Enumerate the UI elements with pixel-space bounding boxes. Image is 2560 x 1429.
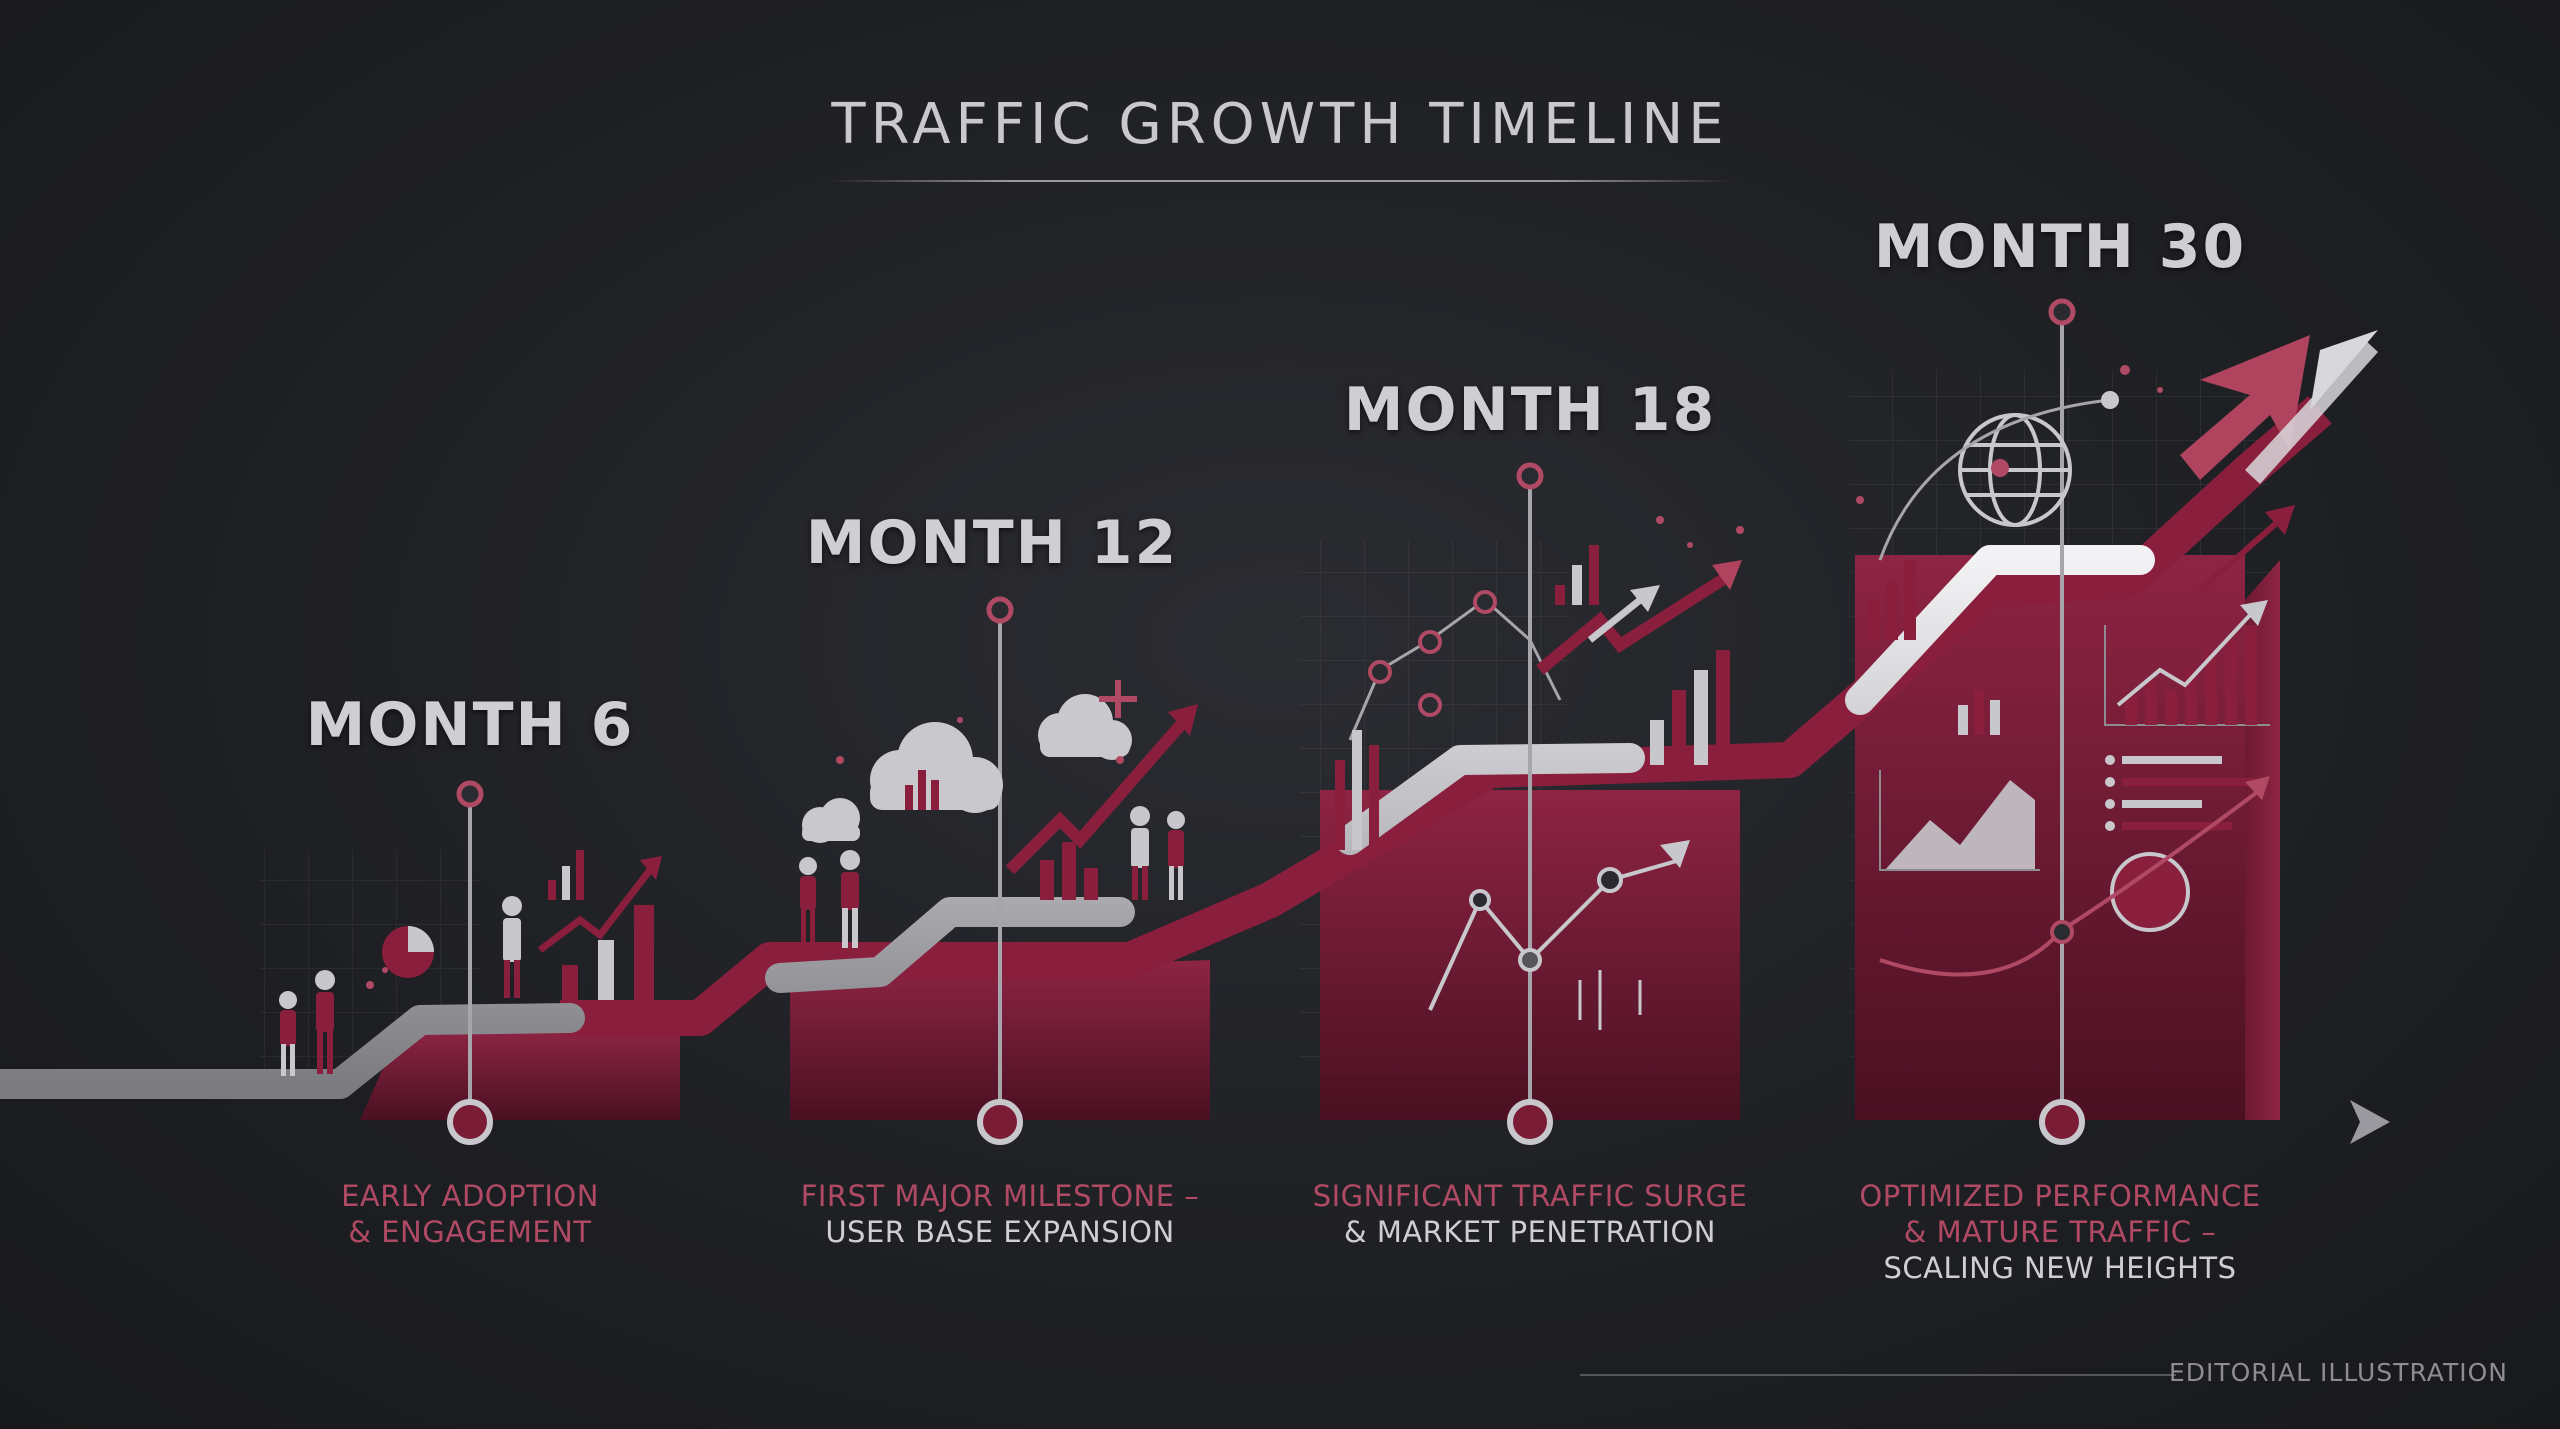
caption-month-12: FIRST MAJOR MILESTONE – USER BASE EXPANS… bbox=[720, 1178, 1280, 1250]
area-chart bbox=[1885, 780, 2035, 870]
trend-arrow-icon bbox=[1005, 716, 1190, 875]
pie-chart-icon bbox=[382, 926, 434, 978]
caption-month-30: OPTIMIZED PERFORMANCE & MATURE TRAFFIC –… bbox=[1780, 1178, 2340, 1286]
caption-line: & MARKET PENETRATION bbox=[1343, 1215, 1716, 1249]
trend-arrow-icon bbox=[2245, 340, 2378, 484]
caption-line: & MATURE TRAFFIC – bbox=[1903, 1215, 2217, 1249]
caption-line: FIRST MAJOR MILESTONE – bbox=[800, 1179, 1200, 1213]
page-title: TRAFFIC GROWTH TIMELINE bbox=[831, 92, 1729, 157]
cloud-icon bbox=[802, 694, 1132, 843]
plus-icon bbox=[1099, 680, 1137, 718]
milestone-nodes bbox=[447, 298, 2085, 1145]
month-30-vignette bbox=[1868, 391, 2295, 977]
globe-icon bbox=[2110, 852, 2190, 932]
month-18-vignette bbox=[1335, 545, 1742, 1030]
caption-line: & ENGAGEMENT bbox=[348, 1215, 592, 1249]
caption-line: SIGNIFICANT TRAFFIC SURGE bbox=[1312, 1179, 1748, 1213]
footer-divider bbox=[1580, 1374, 2176, 1376]
caption-month-6: EARLY ADOPTION & ENGAGEMENT bbox=[190, 1178, 750, 1250]
trend-arrow-icon bbox=[2180, 335, 2310, 480]
milestone-label-month-6: MONTH 6 bbox=[305, 690, 635, 760]
trend-arrow-icon bbox=[1536, 569, 1734, 675]
caption-month-18: SIGNIFICANT TRAFFIC SURGE & MARKET PENET… bbox=[1250, 1178, 1810, 1250]
footer-credit: EDITORIAL ILLUSTRATION bbox=[2168, 1358, 2508, 1387]
caption-line: USER BASE EXPANSION bbox=[825, 1215, 1175, 1249]
month-6-vignette bbox=[279, 850, 662, 1076]
milestone-label-month-18: MONTH 18 bbox=[1343, 375, 1717, 445]
caption-line: OPTIMIZED PERFORMANCE bbox=[1859, 1179, 2261, 1213]
trend-arrow-icon bbox=[2310, 330, 2378, 410]
axis-arrow-icon bbox=[2350, 1100, 2390, 1144]
globe-icon bbox=[1958, 413, 2072, 527]
bar-chart-icon bbox=[548, 850, 654, 1000]
milestone-label-month-30: MONTH 30 bbox=[1873, 212, 2247, 282]
people-icon bbox=[279, 896, 522, 1076]
month-12-vignette bbox=[799, 680, 1198, 948]
trend-arrow-icon bbox=[537, 867, 653, 953]
list-bars bbox=[2105, 755, 2262, 831]
title-divider bbox=[830, 180, 1732, 182]
bar-chart-icon bbox=[1335, 545, 1730, 850]
growth-ribbon-silver bbox=[0, 545, 2155, 1099]
milestone-label-month-12: MONTH 12 bbox=[805, 508, 1179, 578]
particles bbox=[366, 365, 2163, 989]
caption-line: EARLY ADOPTION bbox=[341, 1179, 599, 1213]
caption-line: SCALING NEW HEIGHTS bbox=[1883, 1251, 2237, 1285]
bar-chart-icon bbox=[1868, 560, 2000, 735]
people-icon bbox=[799, 806, 1185, 948]
